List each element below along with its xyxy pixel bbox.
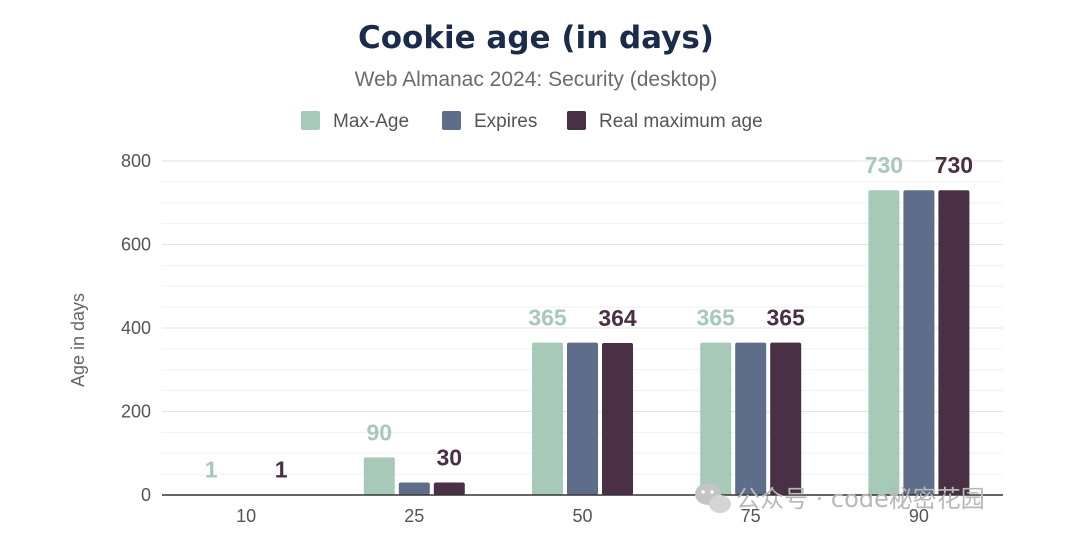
data-label: 364 (598, 305, 637, 331)
y-tick-label: 400 (121, 318, 151, 338)
legend: Max-Age Expires Real maximum age (301, 111, 763, 132)
y-tick-label: 200 (121, 402, 151, 422)
bar (363, 457, 395, 495)
x-tick-label: 10 (236, 506, 256, 526)
data-label: 365 (528, 305, 567, 331)
data-labels: 1 1 90 30 365 364 365 365 730 730 (205, 152, 973, 482)
x-tick-label: 50 (572, 506, 592, 526)
x-tick-label: 90 (909, 506, 929, 526)
legend-swatch (301, 111, 320, 130)
bar (398, 482, 430, 495)
bar (433, 482, 465, 495)
bar (700, 342, 732, 495)
data-label: 365 (697, 305, 736, 331)
data-label: 365 (767, 305, 806, 331)
y-tick-label: 600 (121, 235, 151, 255)
legend-swatch (442, 111, 461, 130)
x-tick-label: 75 (741, 506, 761, 526)
bar (770, 342, 802, 495)
data-label: 730 (865, 152, 903, 178)
data-label: 1 (205, 457, 218, 483)
y-tick-label: 0 (141, 485, 151, 505)
y-axis-ticks: 0 200 400 600 800 (121, 151, 151, 505)
bar (868, 190, 900, 495)
x-axis-ticks: 10 25 50 75 90 (236, 506, 929, 526)
legend-swatch (567, 111, 586, 130)
bar (567, 342, 598, 495)
bars (195, 190, 970, 495)
bar (735, 342, 767, 495)
bar (938, 190, 970, 495)
watermark-text: 公众号 · code秘密花园 (736, 485, 985, 513)
chart-title: Cookie age (in days) (358, 20, 714, 56)
watermark: 公众号 · code秘密花园 (695, 483, 985, 513)
data-label: 90 (367, 419, 393, 445)
bar (903, 190, 935, 495)
legend-label: Max-Age (333, 111, 409, 132)
bar (602, 343, 633, 495)
legend-label: Expires (474, 111, 537, 132)
y-tick-label: 800 (121, 151, 151, 171)
bar (532, 342, 563, 495)
data-label: 1 (275, 457, 288, 483)
x-tick-label: 25 (404, 506, 424, 526)
legend-label: Real maximum age (599, 111, 763, 132)
y-axis-title: Age in days (68, 293, 88, 387)
wechat-icon (695, 483, 731, 513)
data-label: 30 (437, 444, 463, 470)
data-label: 730 (935, 152, 973, 178)
chart-subtitle: Web Almanac 2024: Security (desktop) (355, 68, 718, 91)
